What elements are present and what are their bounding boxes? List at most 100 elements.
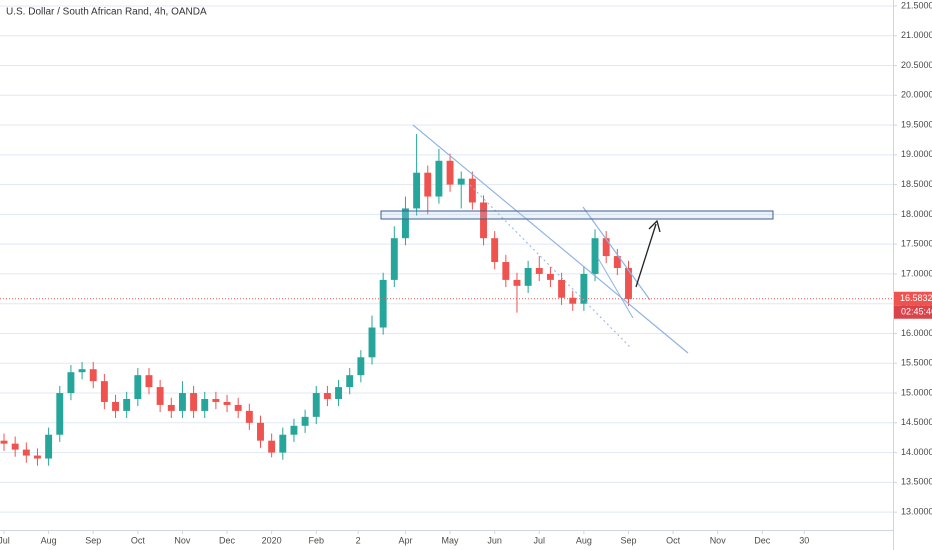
candle-body: [357, 357, 365, 376]
y-tick-label: 17.00000: [901, 268, 932, 278]
x-tick-label: 30: [799, 535, 809, 545]
candle-body: [569, 297, 577, 304]
y-tick-label: 16.00000: [901, 328, 932, 338]
last-price-label: 16.58322: [900, 293, 932, 303]
candle-body: [67, 372, 75, 394]
candle-body: [390, 238, 398, 280]
candle-body: [234, 404, 242, 411]
candle-body: [379, 279, 387, 328]
x-tick-label: Dec: [219, 535, 236, 545]
candle-body: [323, 393, 331, 399]
countdown-label: 02:45:46: [901, 307, 932, 317]
x-tick-label: May: [442, 535, 460, 545]
candle-body: [591, 238, 599, 274]
candle-body: [268, 440, 276, 453]
candle-body: [546, 273, 554, 280]
candle-body: [145, 375, 153, 388]
candle-body: [513, 279, 521, 286]
x-tick-label: Sep: [85, 535, 101, 545]
chart-title: U.S. Dollar / South African Rand, 4h, OA…: [6, 7, 207, 18]
countdown-tag: [894, 305, 932, 319]
candle-body: [167, 404, 175, 411]
y-tick-label: 14.00000: [901, 447, 932, 457]
candle-body: [368, 327, 376, 358]
x-tick-label: Jul: [0, 535, 10, 545]
candle-body: [78, 369, 86, 373]
candle-body: [424, 172, 432, 197]
last-price-tag: [894, 291, 932, 306]
candle-body: [402, 208, 409, 239]
candle-body: [89, 369, 97, 382]
candle-body: [502, 262, 510, 280]
x-tick-label: Oct: [131, 535, 146, 545]
channel-line: [597, 257, 634, 319]
candle-body: [312, 393, 320, 417]
y-tick-label: 15.00000: [901, 387, 932, 397]
candle-body: [435, 160, 443, 197]
candle-body: [558, 279, 566, 298]
x-tick-label: Sep: [620, 535, 636, 545]
candle-body: [602, 238, 610, 257]
x-tick-label: Nov: [174, 535, 191, 545]
candle-body: [45, 434, 53, 459]
y-tick-label: 13.50000: [901, 477, 932, 487]
y-tick-label: 15.50000: [901, 358, 932, 368]
y-tick-label: 14.50000: [901, 417, 932, 427]
candle-body: [468, 178, 476, 203]
candle-body: [56, 393, 64, 435]
candle-body: [491, 238, 499, 263]
candle-body: [112, 401, 119, 411]
y-tick-label: 20.00000: [901, 90, 932, 100]
candle-body: [279, 434, 287, 453]
x-tick-label: Jun: [487, 535, 502, 545]
candle-body: [580, 273, 588, 304]
candle-body: [0, 440, 8, 444]
candle-body: [290, 425, 298, 435]
candle-body: [535, 267, 543, 274]
candle-body: [346, 375, 354, 388]
y-tick-label: 13.00000: [901, 507, 932, 517]
candle-body: [480, 202, 487, 239]
x-tick-label: Aug: [41, 535, 57, 545]
arrow: [635, 223, 657, 288]
candle-body: [22, 449, 30, 456]
candle-body: [123, 398, 131, 411]
candle-body: [446, 160, 454, 185]
trend-line: [412, 124, 689, 354]
candle-body: [257, 422, 264, 441]
x-tick-label: Feb: [308, 535, 324, 545]
candle-body: [524, 267, 532, 286]
x-tick-label: Apr: [398, 535, 412, 545]
candle-body: [301, 416, 309, 426]
channel-line: [582, 206, 651, 301]
candle-body: [335, 387, 343, 399]
candle-body: [245, 410, 253, 423]
x-tick-label: Jul: [534, 535, 546, 545]
candle-body: [413, 172, 421, 209]
y-tick-label: 19.50000: [901, 119, 932, 129]
y-tick-label: 21.50000: [901, 0, 932, 10]
candle-body: [100, 381, 108, 402]
grid: [0, 5, 893, 513]
candle-body: [625, 267, 632, 299]
candle-body: [34, 455, 41, 459]
candle-body: [134, 375, 142, 399]
drawings: [380, 124, 774, 354]
candle-body: [11, 443, 19, 450]
y-tick-label: 19.00000: [901, 149, 932, 159]
x-tick-label: Nov: [710, 535, 727, 545]
y-tick-label: 18.00000: [901, 209, 932, 219]
candle-body: [178, 393, 186, 411]
x-tick-label: Oct: [666, 535, 681, 545]
candle-body: [190, 393, 198, 411]
x-tick-label: 2: [356, 535, 361, 545]
y-tick-label: 18.50000: [901, 179, 932, 189]
candle-body: [201, 398, 209, 411]
y-tick-label: 20.50000: [901, 60, 932, 70]
x-tick-label: 2020: [262, 535, 282, 545]
x-tick-label: Aug: [576, 535, 592, 545]
candles: [0, 133, 632, 466]
